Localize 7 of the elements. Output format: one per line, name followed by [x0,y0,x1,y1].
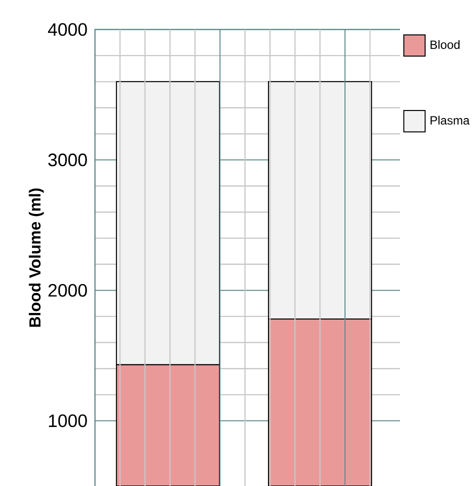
y-axis-title: Blood Volume (ml) [28,188,44,327]
y-tick-label: 1000 [48,414,87,428]
y-tick-label: 3000 [48,154,87,166]
legend-label: Blood [430,40,460,49]
y-tick-label: 4000 [48,23,87,36]
y-tick-label: 2000 [48,284,87,297]
legend-label: Plasma [430,116,470,125]
